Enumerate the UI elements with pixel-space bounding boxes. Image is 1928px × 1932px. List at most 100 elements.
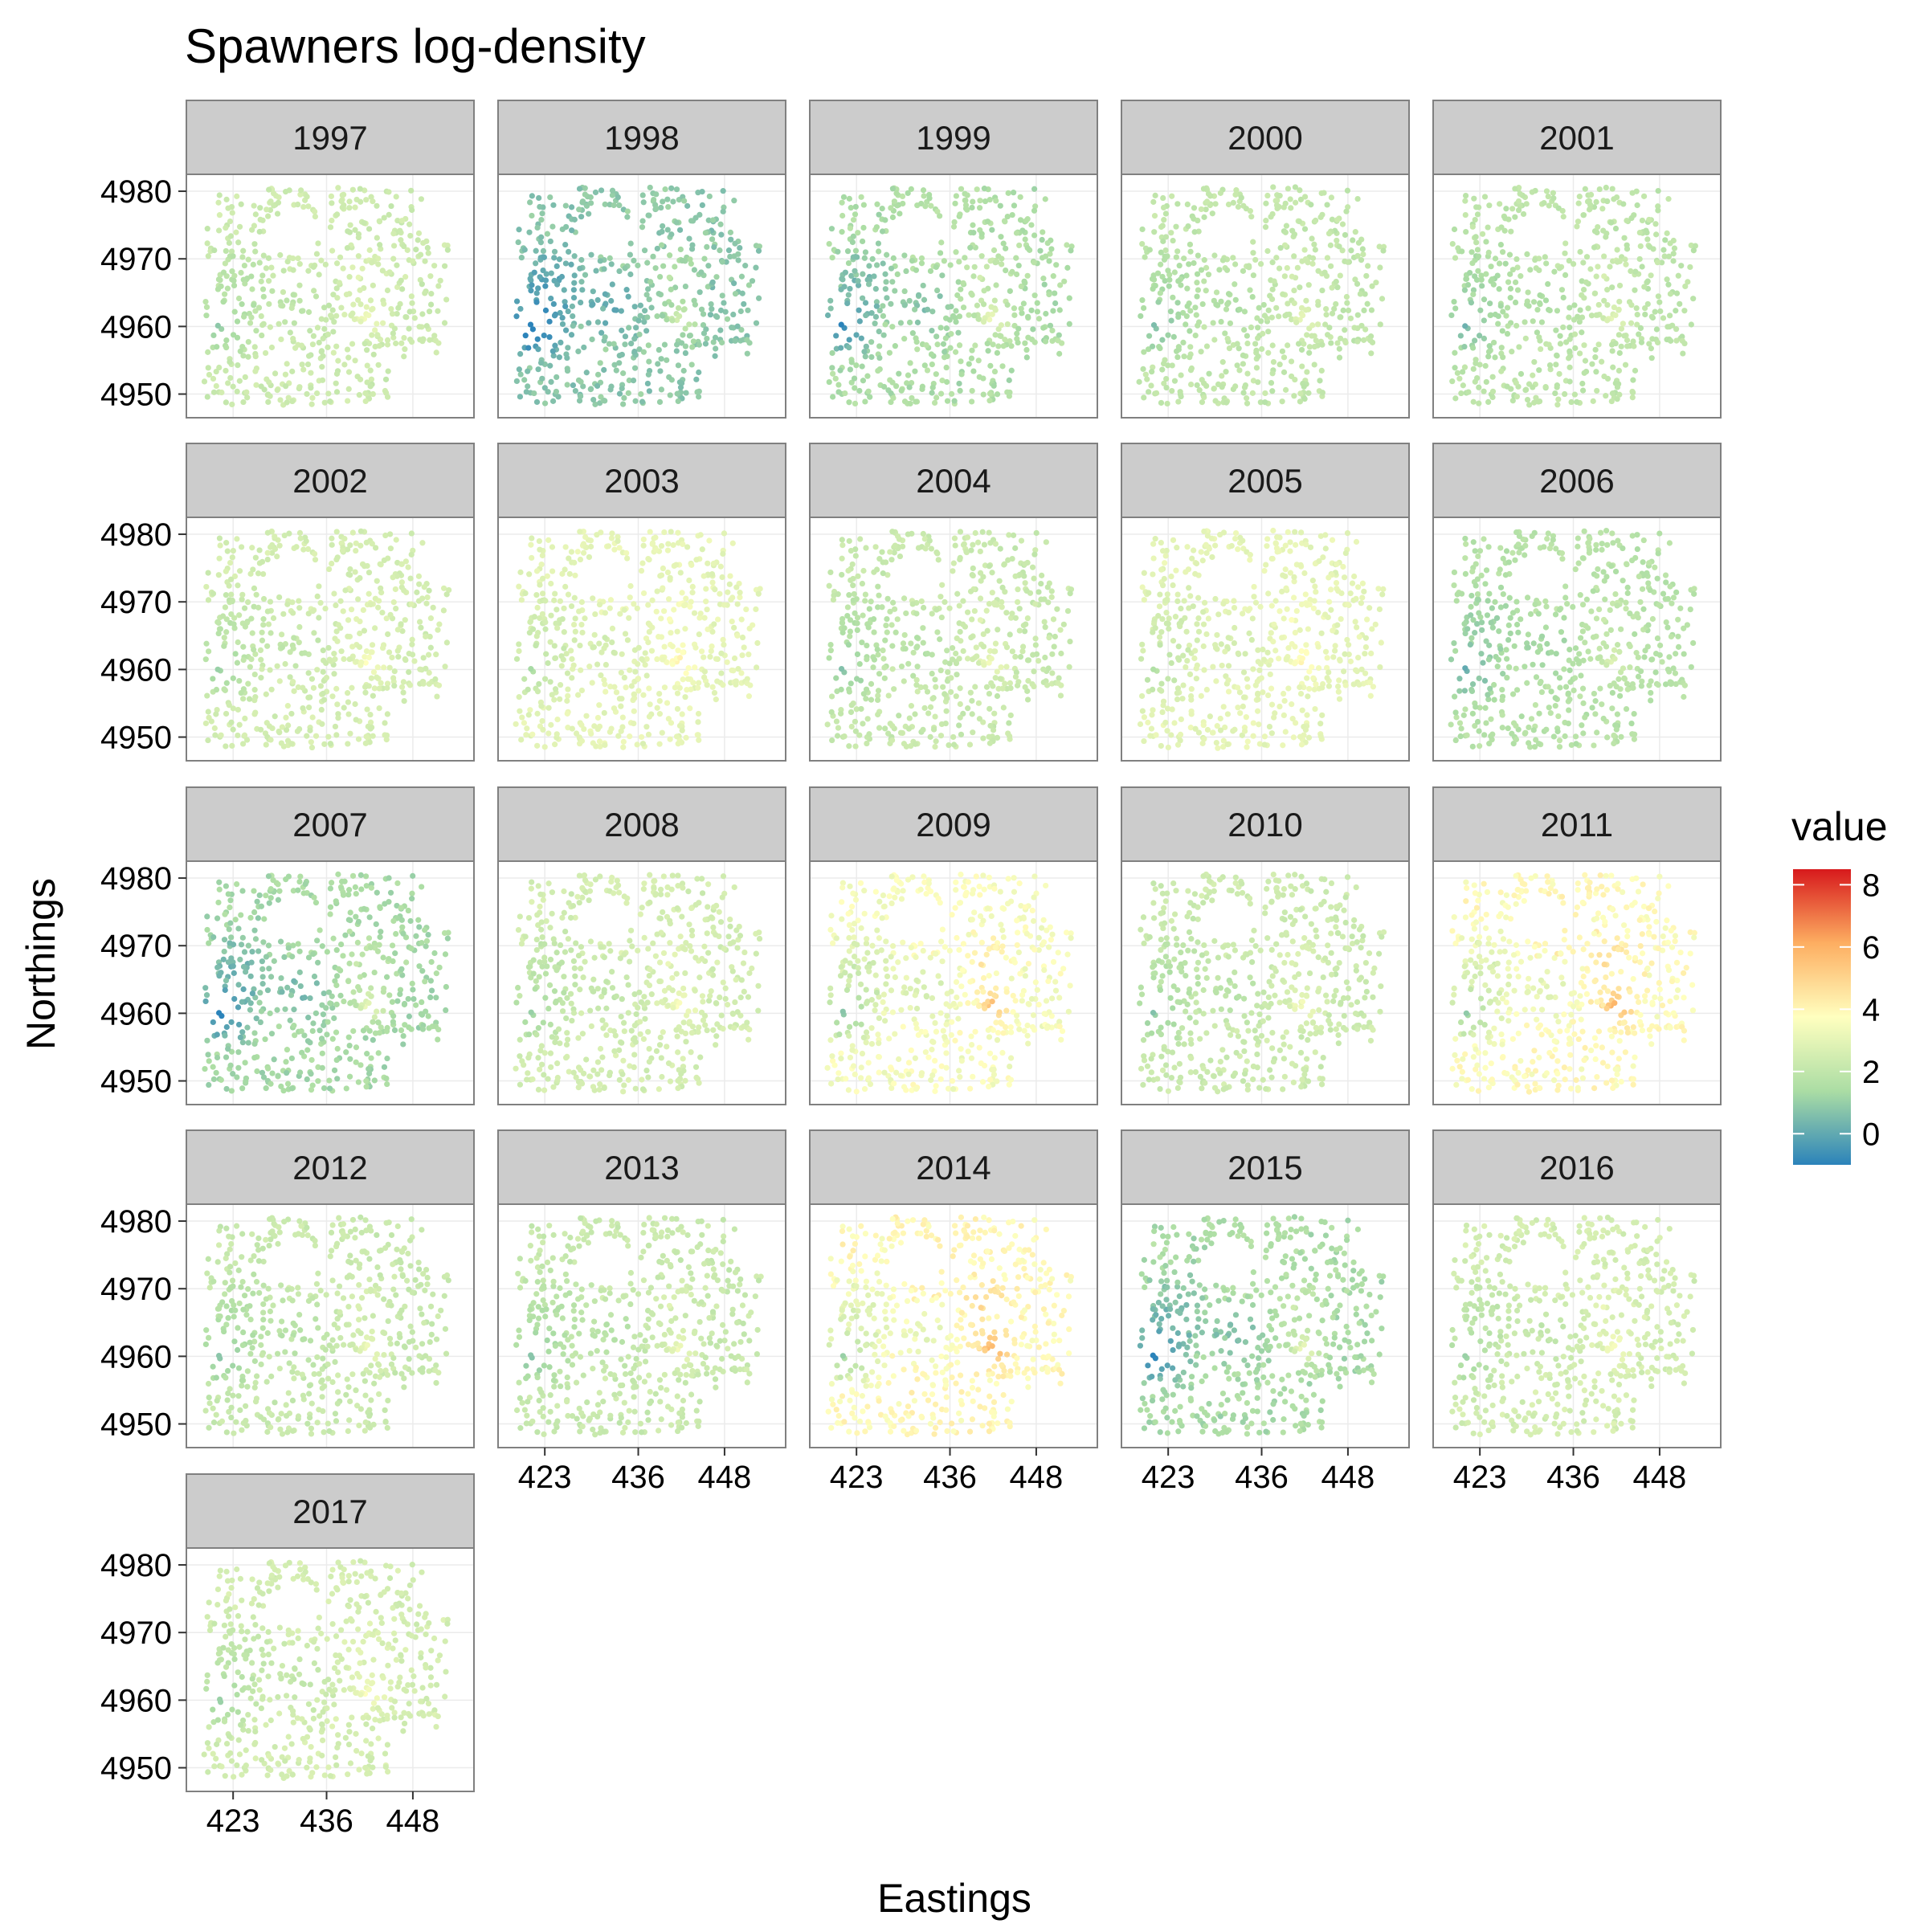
data-point <box>1263 218 1268 223</box>
data-point <box>1610 186 1616 191</box>
data-point <box>619 729 624 734</box>
data-point <box>689 361 695 367</box>
data-point <box>1283 729 1289 734</box>
data-point <box>345 617 351 623</box>
data-point <box>1171 677 1177 683</box>
data-point <box>310 608 316 614</box>
data-point <box>919 255 925 261</box>
data-point <box>646 372 652 378</box>
data-point <box>846 292 852 298</box>
data-point <box>418 251 423 257</box>
data-point <box>554 282 560 288</box>
data-point <box>875 647 880 652</box>
data-point <box>1252 341 1258 346</box>
data-point <box>1451 299 1456 304</box>
data-point <box>1498 242 1504 247</box>
data-point <box>395 648 401 654</box>
data-point <box>538 360 544 366</box>
data-point <box>318 258 324 263</box>
data-point <box>1052 300 1058 306</box>
data-point <box>592 611 598 617</box>
data-point <box>1554 308 1560 313</box>
data-point <box>1058 651 1064 656</box>
data-point <box>1319 342 1325 348</box>
data-point <box>928 705 933 710</box>
data-point <box>639 560 645 566</box>
data-point <box>1319 288 1325 293</box>
data-point <box>346 274 352 280</box>
data-point <box>1276 656 1281 661</box>
data-point <box>850 239 856 245</box>
data-point <box>591 644 597 650</box>
data-point <box>839 213 845 219</box>
data-point <box>243 374 248 380</box>
data-point <box>1495 272 1501 278</box>
data-point <box>1301 384 1307 390</box>
data-point <box>880 303 885 308</box>
data-point <box>357 663 363 668</box>
data-point <box>214 369 219 374</box>
data-point <box>1263 224 1268 230</box>
data-point <box>338 304 344 310</box>
data-point <box>709 648 714 654</box>
data-point <box>525 687 531 692</box>
data-point <box>937 250 943 255</box>
data-point <box>1232 261 1238 267</box>
data-point <box>328 224 333 230</box>
data-point <box>695 719 701 725</box>
data-point <box>868 697 874 703</box>
data-point <box>958 685 963 691</box>
data-point <box>956 259 962 264</box>
data-point <box>1139 227 1145 232</box>
data-point <box>357 392 362 398</box>
data-point <box>976 357 982 363</box>
data-point <box>384 733 390 738</box>
data-point <box>363 398 369 404</box>
data-point <box>668 630 673 635</box>
data-point <box>1250 390 1256 396</box>
data-point <box>425 245 431 251</box>
data-point <box>1660 315 1666 321</box>
data-point <box>595 297 601 303</box>
data-point <box>746 340 752 345</box>
data-point <box>1001 562 1007 567</box>
data-point <box>611 202 617 208</box>
data-point <box>1276 204 1282 210</box>
data-point <box>1016 263 1022 268</box>
data-point <box>1232 625 1237 631</box>
data-point <box>1505 304 1510 310</box>
data-point <box>647 296 652 302</box>
data-point <box>269 345 275 350</box>
data-point <box>711 561 717 566</box>
data-point <box>374 235 380 240</box>
data-point <box>614 689 619 695</box>
data-point <box>619 308 624 313</box>
data-point <box>874 262 880 268</box>
data-point <box>206 365 211 370</box>
data-point <box>229 402 235 407</box>
data-point <box>662 643 668 649</box>
data-point <box>239 254 245 259</box>
data-point <box>1255 379 1260 385</box>
data-point <box>942 349 947 354</box>
data-point <box>409 552 415 558</box>
data-point <box>1628 268 1633 274</box>
data-point <box>1206 272 1211 277</box>
data-point <box>334 371 340 377</box>
data-point <box>1336 243 1342 249</box>
data-point <box>1262 399 1268 405</box>
data-point <box>631 601 636 607</box>
data-point <box>1576 201 1582 206</box>
data-point <box>1211 252 1217 258</box>
data-point <box>390 574 396 580</box>
data-point <box>1219 384 1225 390</box>
data-point <box>346 386 352 392</box>
data-point <box>308 739 314 745</box>
data-point <box>991 648 997 654</box>
data-point <box>1174 255 1179 260</box>
data-point <box>644 260 650 266</box>
data-point <box>216 572 222 578</box>
data-point <box>427 308 432 314</box>
data-point <box>1150 687 1155 692</box>
data-point <box>402 314 408 320</box>
